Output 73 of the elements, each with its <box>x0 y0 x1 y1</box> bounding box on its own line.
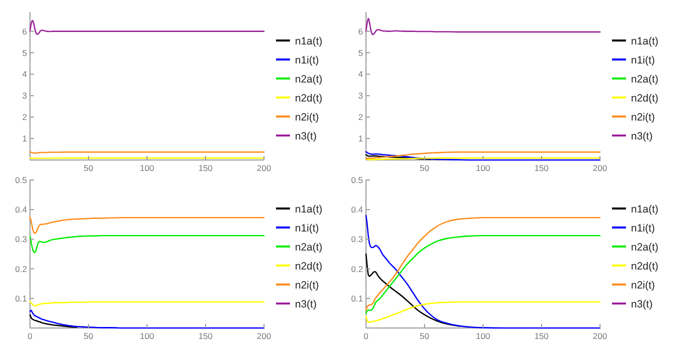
x-tick-label: 50 <box>84 163 94 173</box>
x-tick-label: 50 <box>420 331 430 341</box>
legend-label: n3(t) <box>295 298 317 310</box>
x-tick-label: 50 <box>420 163 430 173</box>
x-tick-label: 150 <box>534 331 549 341</box>
y-tick-label: 2 <box>358 112 364 122</box>
x-tick-label: 100 <box>476 163 490 173</box>
x-tick-label: 200 <box>592 331 608 341</box>
x-tick-label: 200 <box>592 163 608 173</box>
line-series <box>365 216 601 311</box>
x-tick-label: 0 <box>364 331 369 341</box>
y-tick-label: 6 <box>358 26 364 36</box>
legend-label: n2a(t) <box>295 74 322 86</box>
y-tick-label: 2 <box>22 112 28 122</box>
y-tick-label: 4 <box>358 69 364 80</box>
y-tick-label: 1 <box>22 134 28 144</box>
y-tick-label: 1 <box>358 134 364 144</box>
y-tick-label: 0.5 <box>15 175 28 185</box>
line-series <box>365 235 601 314</box>
y-tick-label: 0.5 <box>351 175 364 185</box>
y-tick-label: 5 <box>358 48 364 58</box>
legend-label: n1a(t) <box>631 36 658 48</box>
x-tick-label: 200 <box>256 163 272 173</box>
line-series <box>29 216 265 234</box>
y-tick-label: 0.2 <box>351 264 364 274</box>
y-tick-label: 3 <box>22 90 28 101</box>
legend-label: n2d(t) <box>631 260 658 272</box>
legend-label: n1i(t) <box>295 54 319 66</box>
y-tick-label: 0.2 <box>15 264 28 274</box>
legend-label: n2i(t) <box>631 112 655 124</box>
line-series <box>365 253 460 327</box>
x-tick-label: 0 <box>28 331 33 341</box>
line-series <box>29 314 78 328</box>
legend-label: n2i(t) <box>295 280 319 292</box>
legend-label: n1i(t) <box>631 54 655 66</box>
line-series <box>365 301 601 323</box>
y-tick-label: 4 <box>22 69 28 80</box>
x-tick-label: 150 <box>534 163 549 173</box>
x-tick-label: 200 <box>256 331 272 341</box>
legend-label: n3(t) <box>631 130 653 142</box>
legend-label: n2i(t) <box>295 112 319 124</box>
line-series <box>29 235 265 254</box>
legend-label: n2d(t) <box>295 92 322 104</box>
legend-label: n2d(t) <box>295 260 322 272</box>
legend-label: n1i(t) <box>295 222 319 234</box>
legend-label: n2a(t) <box>295 242 322 254</box>
legend-label: n3(t) <box>631 298 653 310</box>
line-series <box>29 20 265 35</box>
legend-label: n1i(t) <box>631 222 655 234</box>
legend-label: n2a(t) <box>631 74 658 86</box>
line-series <box>365 18 601 36</box>
y-tick-label: 5 <box>22 48 28 58</box>
y-tick-label: 3 <box>358 90 364 101</box>
x-tick-label: 150 <box>198 163 213 173</box>
legend-label: n2d(t) <box>631 92 658 104</box>
y-tick-label: 0.1 <box>351 293 364 304</box>
y-tick-label: 0.4 <box>351 204 364 215</box>
legend-label: n1a(t) <box>295 36 322 48</box>
y-tick-label: 0.4 <box>15 204 28 215</box>
legend-label: n2a(t) <box>631 242 658 254</box>
x-tick-label: 100 <box>140 331 154 341</box>
y-tick-label: 0.3 <box>15 234 28 244</box>
x-tick-label: 50 <box>84 331 94 341</box>
legend-label: n1a(t) <box>295 204 322 216</box>
x-tick-label: 100 <box>476 331 490 341</box>
y-tick-label: 0.1 <box>15 293 28 304</box>
x-tick-label: 150 <box>198 331 213 341</box>
legend-label: n2i(t) <box>631 280 655 292</box>
legend-label: n3(t) <box>295 130 317 142</box>
y-tick-label: 0.3 <box>351 234 364 244</box>
legend-label: n1a(t) <box>631 204 658 216</box>
y-tick-label: 6 <box>22 26 28 36</box>
x-tick-label: 100 <box>140 163 154 173</box>
